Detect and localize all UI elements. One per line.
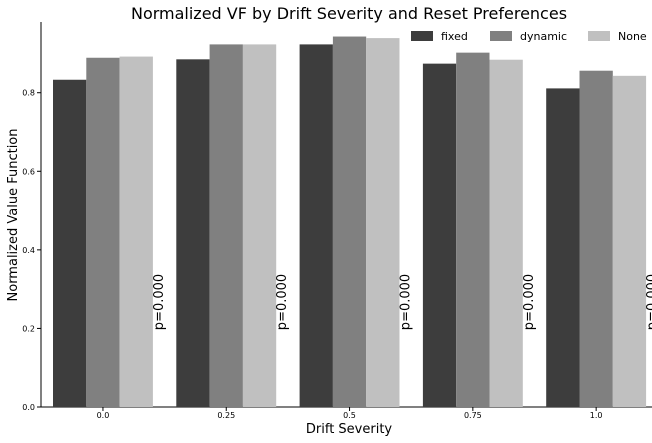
y-tick-label: 0.6	[22, 167, 35, 176]
x-tick-label: 0.5	[343, 411, 356, 420]
bar-fixed-0.5	[299, 44, 333, 408]
x-tick-label: 0.0	[97, 411, 110, 420]
legend-label-dynamic: dynamic	[520, 30, 567, 43]
x-tick-label: 1.0	[590, 411, 603, 420]
x-axis-label: Drift Severity	[306, 422, 393, 437]
bar-None-0.25	[242, 44, 277, 408]
p-value-annotation: p=0.000	[399, 274, 414, 330]
bar-fixed-0.0	[53, 79, 87, 407]
bar-dynamic-1.0	[579, 70, 613, 407]
bar-None-0.75	[489, 59, 523, 407]
legend-swatch-None	[588, 31, 610, 41]
legend-swatch-fixed	[411, 31, 433, 41]
y-tick-label: 0.4	[22, 246, 35, 255]
bar-fixed-1.0	[546, 88, 580, 408]
bar-None-1.0	[612, 75, 647, 408]
p-value-annotation: p=0.000	[152, 274, 167, 330]
y-tick-label: 0.8	[22, 89, 35, 98]
bar-dynamic-0.75	[456, 52, 490, 408]
bar-dynamic-0.25	[209, 44, 243, 408]
x-tick-label: 0.75	[464, 411, 482, 420]
annotations: p=0.000 p=0.000 p=0.000 p=0.000 p=0.000	[152, 274, 652, 330]
bar-fixed-0.25	[176, 59, 210, 407]
bar-None-0.5	[366, 38, 400, 407]
legend: fixed dynamic None	[411, 30, 647, 43]
legend-label-None: None	[618, 30, 647, 43]
p-value-annotation: p=0.000	[275, 274, 290, 330]
p-value-annotation: p=0.000	[522, 274, 537, 330]
bar-fixed-0.75	[422, 63, 457, 408]
y-tick-label: 0.0	[22, 403, 35, 412]
chart-title: Normalized VF by Drift Severity and Rese…	[131, 4, 567, 23]
legend-swatch-dynamic	[490, 31, 512, 41]
bar-dynamic-0.5	[332, 36, 367, 408]
y-axis-label: Normalized Value Function	[6, 129, 21, 302]
bar-dynamic-0.0	[86, 57, 120, 407]
x-tick-label: 0.25	[217, 411, 235, 420]
bars	[53, 36, 647, 408]
legend-label-fixed: fixed	[441, 30, 468, 43]
p-value-annotation: p=0.000	[645, 274, 652, 330]
y-tick-label: 0.2	[22, 324, 35, 333]
bar-None-0.0	[119, 56, 153, 407]
